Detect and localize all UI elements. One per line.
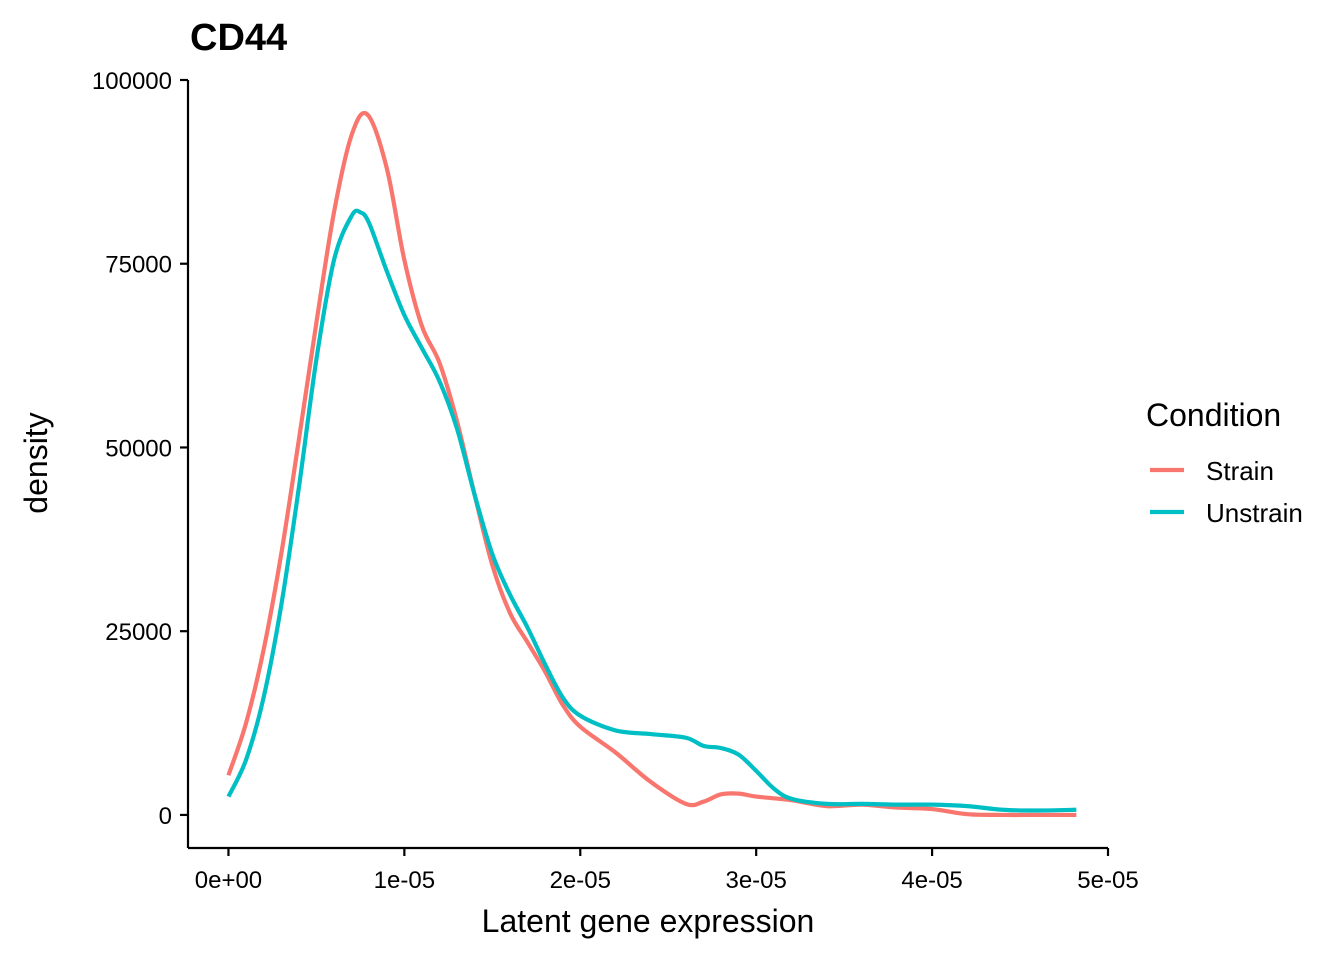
x-axis-title: Latent gene expression [482,903,815,939]
y-tick-label: 100000 [92,68,172,95]
chart-title: CD44 [190,17,287,59]
legend-items: Strain Unstrain [1150,456,1303,528]
series-line-unstrain [226,208,1077,813]
x-tick-label: 5e-05 [1077,867,1138,894]
legend-item-strain: Strain [1150,456,1274,486]
y-axis-title: density [18,412,54,513]
series-line-strain [226,111,1077,818]
x-tick-label: 0e+00 [195,867,262,894]
x-tick-label: 4e-05 [901,867,962,894]
y-tick-label: 25000 [105,619,172,646]
plot-area [226,111,1077,818]
series-layer [226,111,1077,818]
y-tick-label: 75000 [105,252,172,279]
legend: Condition Strain Unstrain [1146,397,1303,528]
x-tick-label: 1e-05 [374,867,435,894]
x-axis-ticks: 0e+00 1e-05 2e-05 3e-05 4e-05 5e-05 [195,848,1139,894]
x-tick-label: 2e-05 [550,867,611,894]
y-tick-label: 0 [159,803,172,830]
legend-label: Strain [1206,456,1274,486]
y-tick-label: 50000 [105,435,172,462]
y-axis-ticks: 0 25000 50000 75000 100000 [92,68,188,830]
x-tick-label: 3e-05 [725,867,786,894]
legend-title: Condition [1146,397,1281,433]
legend-item-unstrain: Unstrain [1150,498,1303,528]
legend-label: Unstrain [1206,498,1303,528]
